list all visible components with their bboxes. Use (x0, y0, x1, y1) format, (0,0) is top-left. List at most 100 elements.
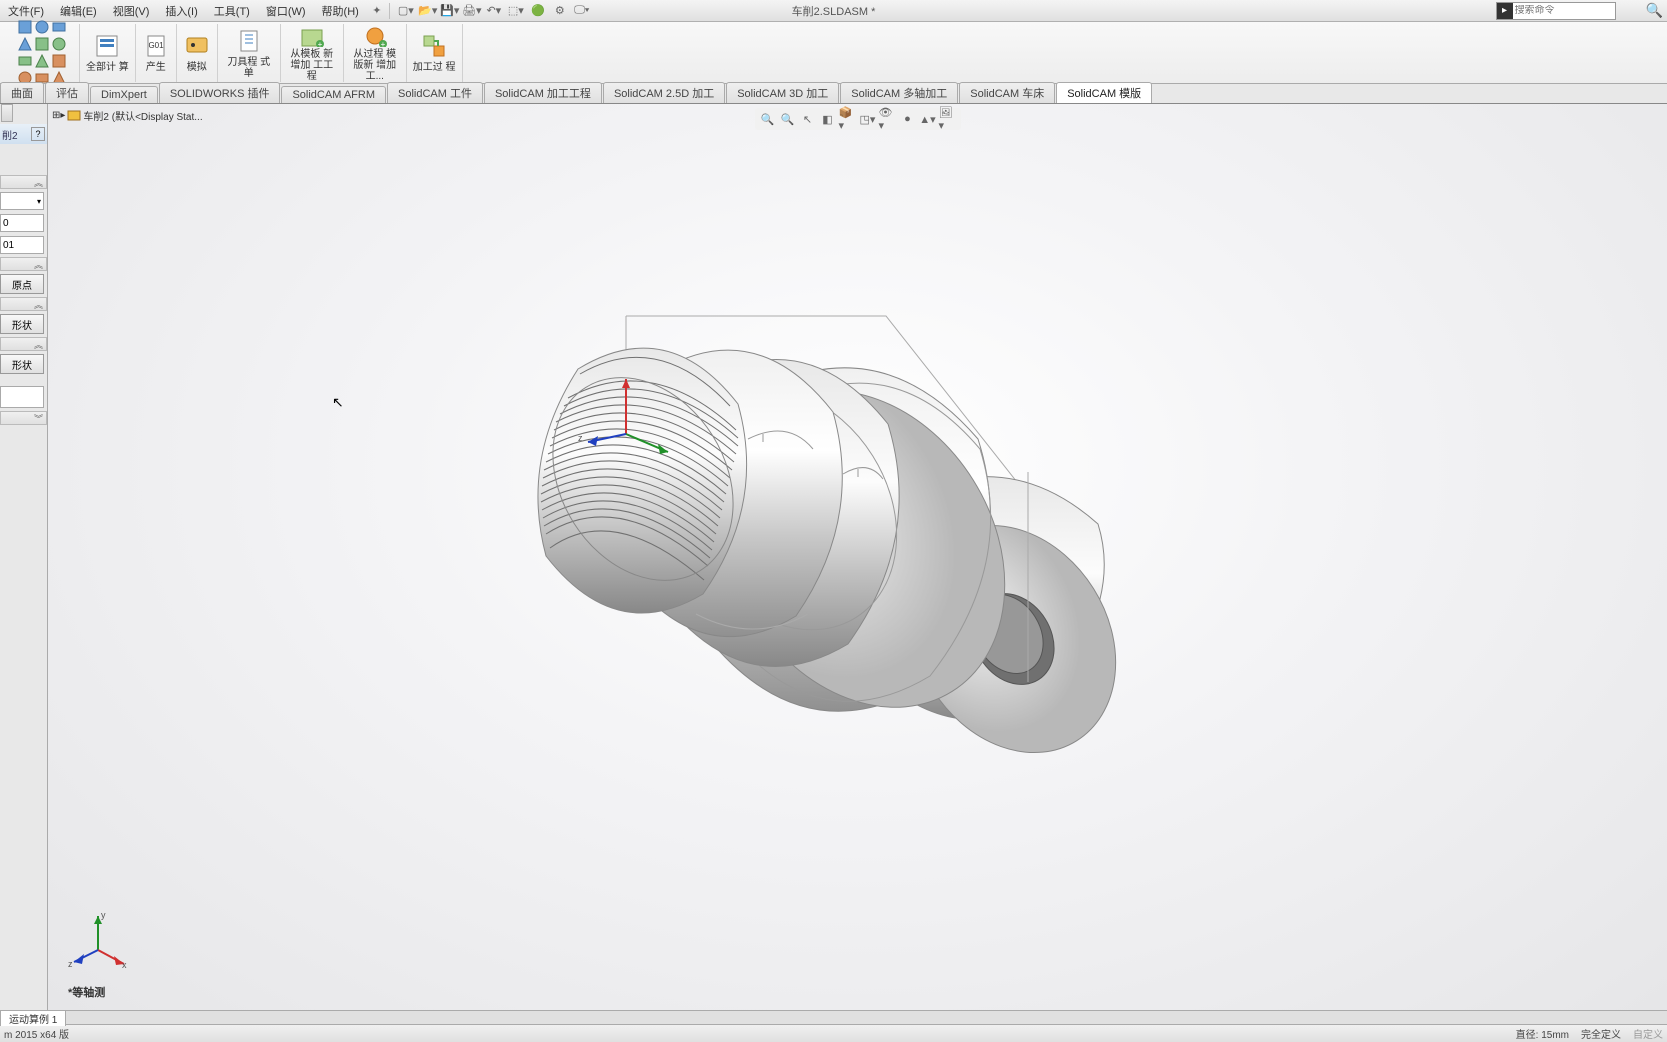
graphics-viewport[interactable]: ⊞▸ 车削2 (默认<Display Stat... 🔍 🔍 ↖ ◧ 📦▾ ◳▾… (48, 104, 1667, 1010)
tab-surface[interactable]: 曲面 (0, 82, 44, 103)
ribbon-tool-program-button[interactable]: 刀具程 式单 (218, 24, 281, 82)
ribbon-features-grid (4, 24, 80, 82)
menu-view[interactable]: 视图(V) (105, 3, 158, 19)
menu-star-icon[interactable]: ✦ (367, 2, 387, 20)
input-spinner[interactable] (0, 386, 44, 408)
feature-icon-2[interactable] (34, 19, 50, 35)
origin-button[interactable]: 原点 (0, 274, 44, 294)
combo-1[interactable]: ▾ (0, 192, 44, 210)
tab-solidcam-3d[interactable]: SolidCAM 3D 加工 (726, 82, 839, 103)
simulate-label: 模拟 (187, 62, 207, 73)
feature-icon-5[interactable] (34, 36, 50, 52)
document-title: 车削2.SLDASM * (792, 3, 876, 19)
qat-screen-icon[interactable]: 🖵▾ (572, 2, 592, 20)
flyout-tree[interactable]: ⊞▸ 车削2 (默认<Display Stat... (50, 106, 205, 124)
feature-icon-7[interactable] (17, 53, 33, 69)
tab-solidcam-25d[interactable]: SolidCAM 2.5D 加工 (603, 82, 725, 103)
ribbon-compute-button[interactable]: 全部计 算 (80, 24, 136, 82)
menu-edit[interactable]: 编辑(E) (52, 3, 105, 19)
ribbon-from-template-button[interactable]: + 从模板 新增加 工工程 (281, 24, 344, 82)
zoom-fit-icon[interactable]: 🔍 (759, 110, 777, 128)
section-collapse-4[interactable]: ︽ (0, 337, 47, 351)
status-version: m 2015 x64 版 (4, 1026, 69, 1041)
status-right-group: 直径: 15mm 完全定义 自定义 (1516, 1026, 1663, 1041)
motion-study-tab[interactable]: 运动算例 1 (0, 1010, 66, 1026)
menu-tools[interactable]: 工具(T) (206, 3, 258, 19)
panel-title-bar: 削2 ? (0, 124, 47, 144)
ribbon-from-process-button[interactable]: + 从过程 模版新 增加工... (344, 24, 407, 82)
svg-text:+: + (317, 40, 322, 47)
section-collapse-2[interactable]: ︽ (0, 257, 47, 271)
tab-evaluate[interactable]: 评估 (45, 82, 89, 103)
assembly-icon (67, 108, 81, 122)
search-prefix-icon: ▸ (1497, 3, 1513, 19)
qat-select-icon[interactable]: ⬚▾ (506, 2, 526, 20)
display-style-icon[interactable]: ◳▾ (859, 110, 877, 128)
qat-print-icon[interactable]: 🖨▾ (462, 2, 482, 20)
view-orient-icon[interactable]: 📦▾ (839, 110, 857, 128)
from-template-label: 从模板 新增加 工工程 (287, 49, 337, 82)
status-defined: 完全定义 (1581, 1026, 1621, 1041)
menu-insert[interactable]: 插入(I) (157, 3, 205, 19)
main-area: 削2 ? ︽ ▾ ︽ 原点 ︽ 形状 ︽ 形状 ︾ ⊞▸ 车削2 (默认<Dis… (0, 104, 1667, 1010)
menu-window[interactable]: 窗口(W) (258, 3, 314, 19)
help-icon[interactable]: ? (31, 127, 45, 141)
search-input[interactable] (1513, 5, 1603, 16)
ribbon-generate-button[interactable]: G01 产生 (136, 24, 177, 82)
tab-sw-plugin[interactable]: SOLIDWORKS 插件 (159, 82, 281, 103)
input-value-0[interactable] (0, 214, 44, 232)
tree-expand-icon[interactable]: ⊞▸ (52, 110, 65, 121)
hide-show-icon[interactable]: 👁▾ (879, 110, 897, 128)
appearance-icon[interactable]: ● (899, 110, 917, 128)
view-triad[interactable]: y x z (68, 910, 128, 970)
feature-icon-1[interactable] (17, 19, 33, 35)
tab-solidcam-lathe[interactable]: SolidCAM 车床 (959, 82, 1055, 103)
qat-undo-icon[interactable]: ↶▾ (484, 2, 504, 20)
zoom-area-icon[interactable]: 🔍 (779, 110, 797, 128)
panel-tab-strip[interactable] (1, 104, 13, 122)
feature-icon-8[interactable] (34, 53, 50, 69)
svg-text:z: z (68, 959, 73, 969)
tree-root-label: 车削2 (默认<Display Stat... (83, 108, 202, 123)
tab-dimxpert[interactable]: DimXpert (90, 86, 158, 103)
scene-icon[interactable]: ▲▾ (919, 110, 937, 128)
from-process-icon: + (361, 24, 389, 47)
tab-solidcam-template[interactable]: SolidCAM 模版 (1056, 82, 1152, 103)
qat-open-icon[interactable]: 📂▾ (418, 2, 438, 20)
model-display: z (508, 274, 1168, 834)
qat-save-icon[interactable]: 💾▾ (440, 2, 460, 20)
prev-view-icon[interactable]: ↖ (799, 110, 817, 128)
section-collapse-1[interactable]: ︽ (0, 175, 47, 189)
qat-options-icon[interactable]: ⚙ (550, 2, 570, 20)
tab-solidcam-part[interactable]: SolidCAM 工件 (387, 82, 483, 103)
panel-title: 削2 (2, 127, 18, 142)
process-icon (420, 32, 448, 60)
feature-icon-6[interactable] (51, 36, 67, 52)
tab-solidcam-afrm[interactable]: SolidCAM AFRM (281, 86, 386, 103)
qat-new-icon[interactable]: ▢▾ (396, 2, 416, 20)
feature-icon-9[interactable] (51, 53, 67, 69)
svg-text:y: y (101, 910, 106, 920)
qat-rebuild-icon[interactable]: 🟢 (528, 2, 548, 20)
tab-solidcam-process[interactable]: SolidCAM 加工工程 (484, 82, 602, 103)
input-value-1[interactable] (0, 236, 44, 254)
view-settings-icon[interactable]: 🖼▾ (939, 110, 957, 128)
from-template-icon: + (298, 24, 326, 47)
ribbon-simulate-button[interactable]: 模拟 (177, 24, 218, 82)
status-custom[interactable]: 自定义 (1633, 1026, 1663, 1041)
feature-icon-3[interactable] (51, 19, 67, 35)
shape-button-2[interactable]: 形状 (0, 354, 44, 374)
menu-file[interactable]: 文件(F) (0, 3, 52, 19)
section-view-icon[interactable]: ◧ (819, 110, 837, 128)
feature-icon-4[interactable] (17, 36, 33, 52)
shape-button-1[interactable]: 形状 (0, 314, 44, 334)
section-collapse-3[interactable]: ︽ (0, 297, 47, 311)
status-diameter: 直径: 15mm (1516, 1026, 1569, 1041)
search-icon[interactable]: 🔍 (1646, 2, 1663, 19)
cursor-icon: ↖ (332, 394, 344, 411)
ribbon-process-button[interactable]: 加工过 程 (407, 24, 463, 82)
feature-manager-panel: 削2 ? ︽ ▾ ︽ 原点 ︽ 形状 ︽ 形状 ︾ (0, 104, 48, 1010)
section-collapse-5[interactable]: ︾ (0, 411, 47, 425)
menu-help[interactable]: 帮助(H) (314, 3, 367, 19)
tab-solidcam-multi[interactable]: SolidCAM 多轴加工 (840, 82, 958, 103)
